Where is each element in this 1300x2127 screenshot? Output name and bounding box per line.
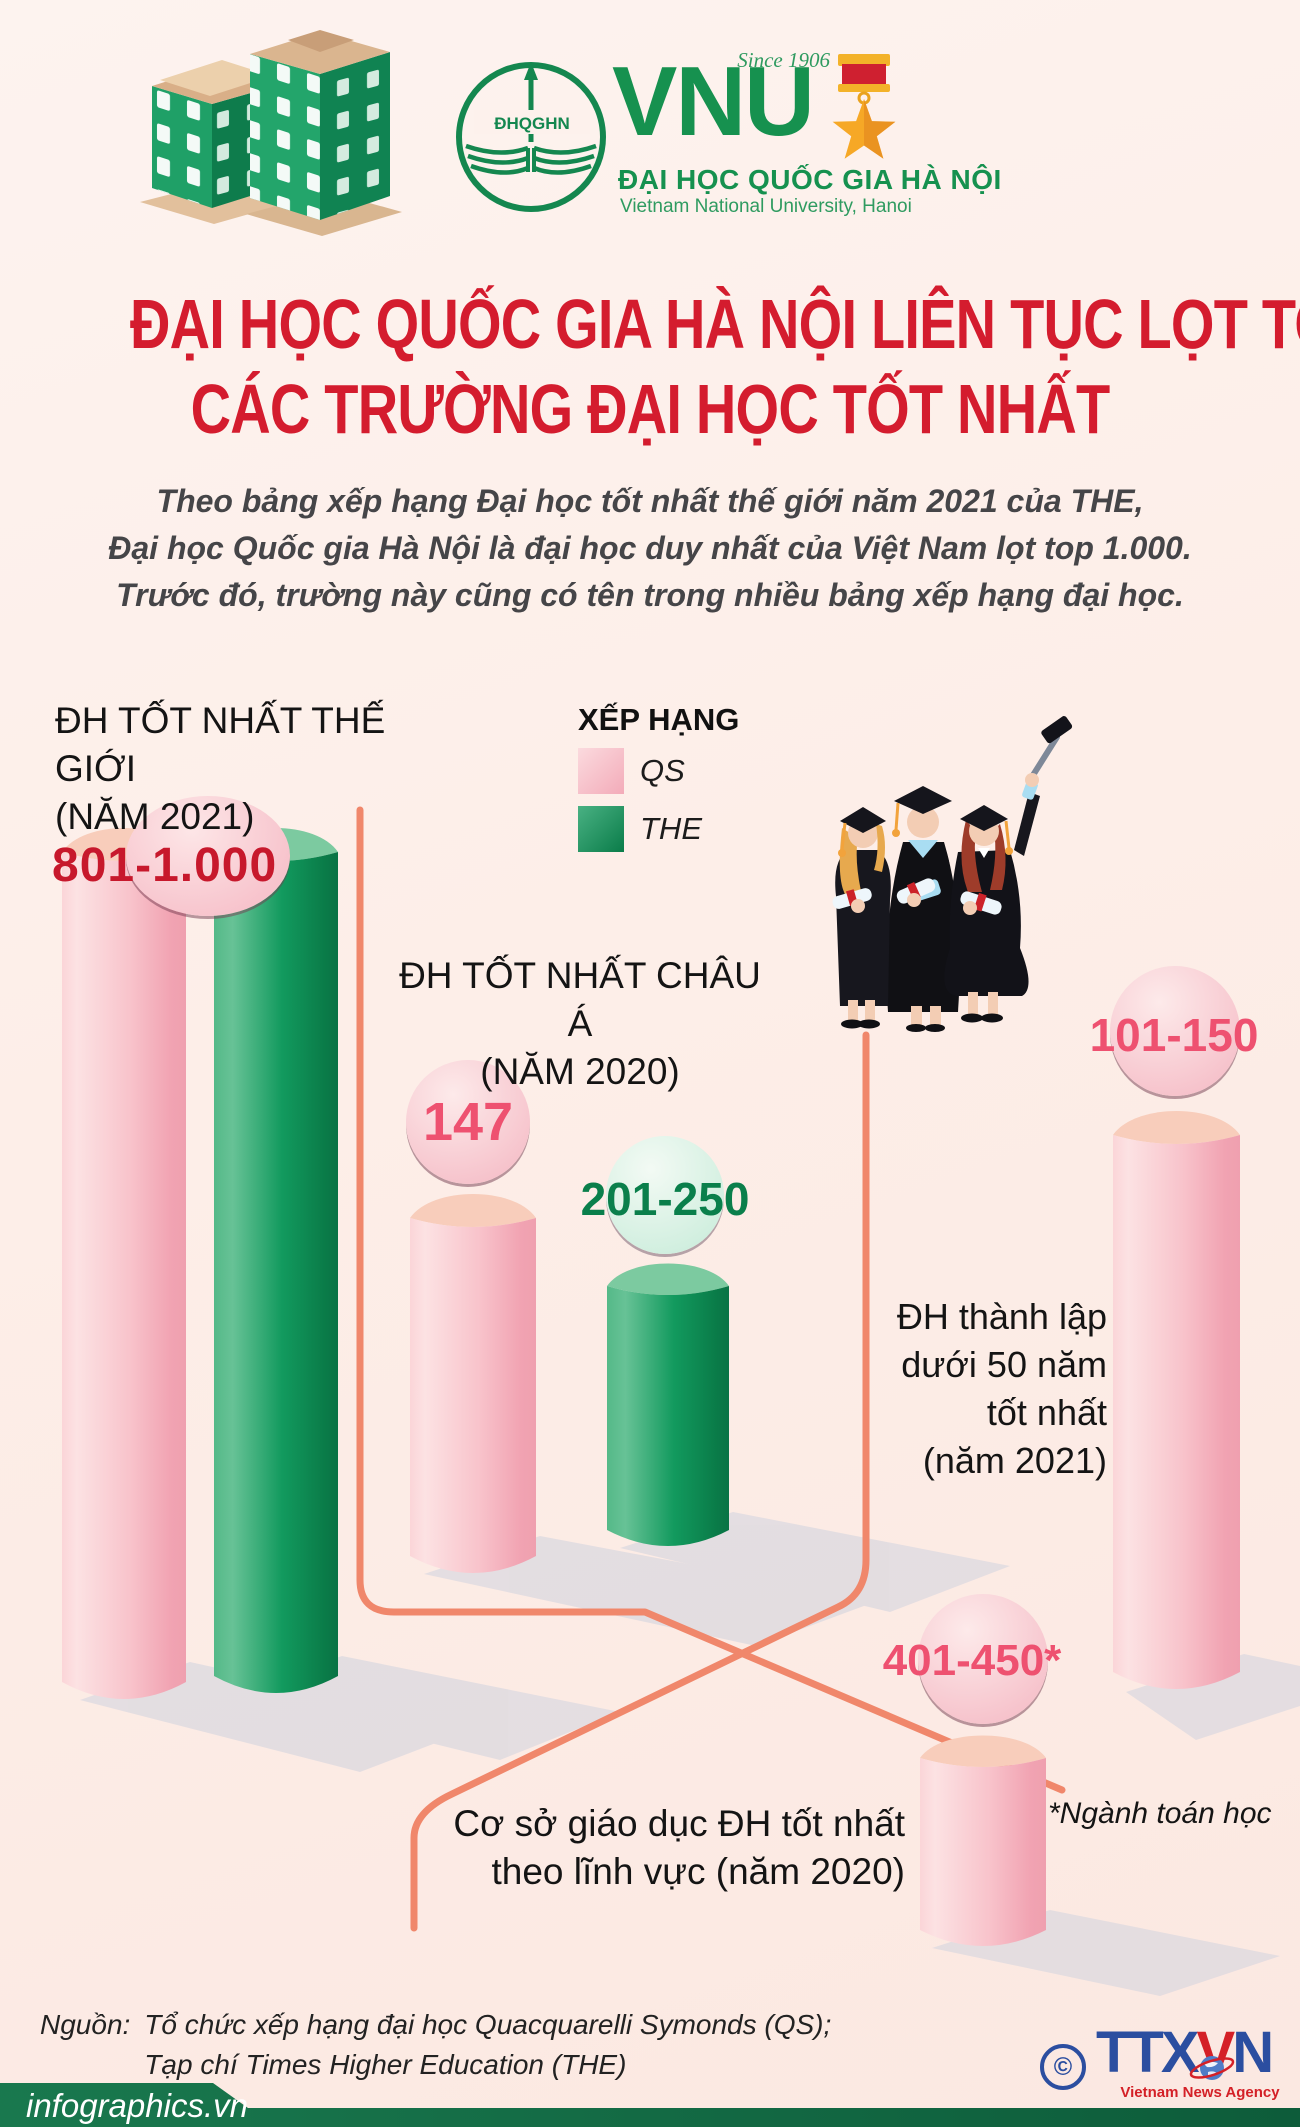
section-asia-label-line1: ĐH TỐT NHẤT CHÂU Á: [399, 955, 761, 1045]
qs-world-cylinder: [62, 828, 186, 1699]
the-world-cylinder: [214, 828, 338, 1693]
graduates-illustration: [832, 716, 1073, 1032]
qs-asia-cylinder: [410, 1194, 536, 1573]
section-young-label-line1: ĐH thành lập: [896, 1296, 1107, 1337]
legend-item-qs: QS: [578, 748, 739, 794]
math-footnote: *Ngành toán học: [1048, 1797, 1272, 1830]
source-lines: Tổ chức xếp hạng đại học Quacquarelli Sy…: [144, 2005, 831, 2085]
source-label: Nguồn:: [40, 2009, 131, 2040]
section-field-label: Cơ sở giáo dục ĐH tốt nhất theo lĩnh vực…: [450, 1800, 905, 1896]
the-color-swatch: [578, 806, 624, 852]
agency-subtitle: Vietnam News Agency: [1120, 2084, 1280, 2101]
rank-value-field: 401-450*: [882, 1636, 1062, 1685]
university-name-en: Vietnam National University, Hanoi: [620, 196, 912, 217]
rank-bubble-young: [1110, 966, 1240, 1096]
section-asia-label-line2: (NĂM 2020): [480, 1051, 680, 1093]
university-name-vi: ĐẠI HỌC QUỐC GIA HÀ NỘI: [618, 164, 1002, 195]
ttxvn-logo: © TTXVN Vietnam News Agency: [1040, 2024, 1300, 2108]
since-label: Since 1906: [737, 48, 830, 72]
section-young-label: ĐH thành lập dưới 50 năm tốt nhất (năm 2…: [855, 1293, 1107, 1485]
rank-value-world: 801-1.000: [52, 839, 278, 892]
agency-n: N: [1232, 2020, 1274, 2085]
section-world-label-line1: ĐH TỐT NHẤT THẾ GIỚI: [55, 700, 386, 790]
page-title-line1: ĐẠI HỌC QUỐC GIA HÀ NỘI LIÊN TỤC LỌT TOP: [130, 285, 1300, 363]
agency-wordmark: TTXVN: [1096, 2024, 1274, 2082]
qs-field-cylinder: [920, 1735, 1046, 1946]
rank-value-young: 101-150: [1089, 1009, 1259, 1061]
legend-item-the: THE: [578, 806, 739, 852]
vnu-logo: ĐHQGHN: [456, 62, 606, 212]
intro-line2: Đại học Quốc gia Hà Nội là đại học duy n…: [108, 530, 1192, 567]
section-asia-label: ĐH TỐT NHẤT CHÂU Á (NĂM 2020): [385, 952, 775, 1096]
legend: XẾP HẠNG QS THE: [578, 702, 739, 864]
section-field-label-line1: Cơ sở giáo dục ĐH tốt nhất: [453, 1803, 905, 1844]
qs-legend-label: QS: [640, 753, 685, 788]
section-young-label-line2: dưới 50 năm: [901, 1343, 1107, 1385]
section-world-label: ĐH TỐT NHẤT THẾ GIỚI (NĂM 2021): [55, 697, 475, 841]
section-young-label-line4: (năm 2021): [922, 1439, 1107, 1481]
page-title: ĐẠI HỌC QUỐC GIA HÀ NỘI LIÊN TỤC LỌT TOP…: [0, 282, 1300, 453]
qs-young-cylinder: [1113, 1111, 1240, 1689]
the-asia-cylinder: [607, 1263, 729, 1546]
source-line2: Tạp chí Times Higher Education (THE): [144, 2048, 627, 2080]
gold-star-medal: [832, 54, 896, 159]
vnu-acronym: VNU: [612, 46, 815, 156]
agency-ttx: TTX: [1096, 2020, 1200, 2085]
source-line1: Tổ chức xếp hạng đại học Quacquarelli Sy…: [144, 2009, 832, 2040]
intro-paragraph: Theo bảng xếp hạng Đại học tốt nhất thế …: [0, 478, 1300, 619]
page-title-line2: CÁC TRƯỜNG ĐẠI HỌC TỐT NHẤT: [190, 370, 1111, 449]
intro-line3: Trước đó, trường này cũng có tên trong n…: [116, 577, 1184, 614]
section-field-label-line2: theo lĩnh vực (năm 2020): [491, 1851, 906, 1893]
cylinder-shadows: [80, 1512, 1300, 1996]
building-illustration: [140, 30, 402, 236]
globe-icon: [1188, 2050, 1236, 2091]
section-world-label-line2: (NĂM 2021): [55, 796, 255, 838]
copyright-icon: ©: [1040, 2044, 1086, 2090]
site-name: infographics.vn: [26, 2087, 248, 2124]
qs-color-swatch: [578, 748, 624, 794]
legend-title: XẾP HẠNG: [578, 702, 740, 737]
rank-value-asia-the: 201-250: [580, 1173, 750, 1225]
the-legend-label: THE: [640, 811, 702, 846]
intro-line1: Theo bảng xếp hạng Đại học tốt nhất thế …: [156, 483, 1144, 519]
section-young-label-line3: tốt nhất: [986, 1391, 1107, 1433]
source-block: Nguồn: Tổ chức xếp hạng đại học Quacquar…: [40, 2005, 831, 2085]
rank-value-asia-qs: 147: [422, 1092, 514, 1152]
logo-acronym-text: ĐHQGHN: [494, 114, 570, 133]
